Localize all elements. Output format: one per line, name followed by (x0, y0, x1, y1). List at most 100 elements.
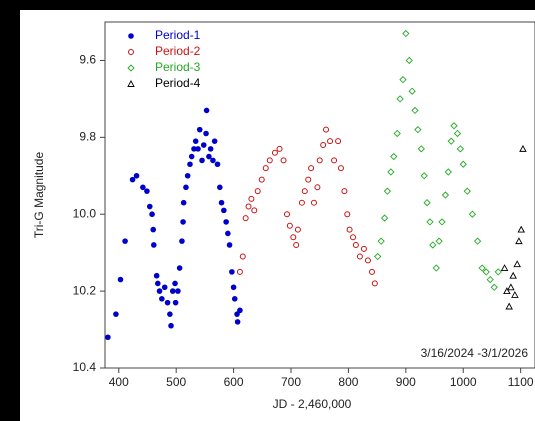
point (341, 188, 348, 195)
point (327, 138, 334, 145)
point (144, 188, 150, 194)
x-tick-label: 500 (166, 375, 186, 389)
point (290, 234, 297, 241)
point (417, 145, 425, 153)
point (494, 268, 502, 276)
legend-label: Period-3 (155, 60, 201, 74)
point (420, 172, 428, 180)
point (262, 165, 269, 172)
point (337, 165, 344, 172)
point (402, 29, 410, 38)
point (482, 268, 490, 276)
y-tick-label: 10.4 (73, 360, 97, 374)
point (234, 319, 241, 325)
legend-label: Period-2 (155, 44, 201, 58)
plot-frame (104, 21, 535, 369)
y-tick-label: 10.2 (73, 283, 97, 297)
point (335, 138, 342, 145)
point (226, 242, 233, 248)
point (509, 271, 517, 279)
point (211, 138, 218, 144)
point (140, 184, 146, 191)
point (242, 215, 249, 222)
point (176, 265, 183, 271)
point (426, 218, 434, 226)
point (156, 288, 163, 294)
point (456, 145, 465, 153)
point (210, 157, 216, 164)
point (217, 184, 223, 191)
point (206, 153, 212, 160)
point (513, 260, 521, 268)
point (383, 187, 392, 195)
point (180, 219, 186, 225)
point (298, 199, 305, 206)
point (192, 138, 199, 144)
y-tick-label: 9.8 (79, 130, 96, 144)
point (441, 191, 450, 199)
point (117, 276, 124, 283)
point (236, 268, 243, 275)
point (234, 311, 240, 317)
point (183, 184, 189, 191)
point (490, 283, 498, 291)
x-tick-label: 400 (109, 375, 129, 389)
point (301, 188, 308, 195)
point (271, 149, 278, 156)
point (105, 334, 111, 341)
point (258, 176, 265, 183)
x-axis-label: JD - 2,460,000 (273, 397, 352, 411)
point (161, 284, 168, 291)
point (380, 214, 389, 222)
point (237, 307, 243, 314)
point (155, 280, 161, 287)
point (459, 160, 467, 168)
point (468, 210, 477, 218)
point (229, 269, 235, 275)
point (447, 137, 455, 145)
point (450, 122, 458, 130)
legend-marker (128, 33, 134, 39)
point (221, 207, 227, 214)
point (374, 252, 382, 261)
point (435, 237, 443, 245)
point (344, 211, 351, 218)
point (129, 176, 136, 183)
x-tick-label: 600 (224, 375, 244, 389)
point (203, 107, 210, 114)
point (231, 296, 238, 302)
point (175, 288, 181, 294)
point (444, 168, 452, 176)
point (399, 76, 407, 84)
point (167, 311, 173, 317)
point (429, 241, 437, 249)
point (245, 203, 252, 210)
point (350, 234, 357, 241)
point (187, 161, 193, 168)
point (188, 153, 195, 160)
point (283, 211, 290, 218)
point (364, 257, 371, 264)
point (314, 184, 321, 191)
point (505, 302, 513, 310)
point (146, 203, 153, 210)
point (371, 280, 378, 287)
point (500, 264, 509, 271)
y-tick-label: 9.6 (79, 53, 96, 67)
point (486, 275, 494, 284)
point (191, 146, 197, 152)
point (387, 168, 395, 176)
point (184, 172, 191, 179)
point (377, 237, 385, 245)
point (113, 311, 119, 317)
point (172, 280, 178, 287)
annotation: 3/16/2024 -3/1/2026 (421, 346, 529, 360)
y-axis-label: Tri-G Magnitude (32, 152, 46, 239)
point (169, 288, 176, 294)
point (276, 145, 283, 152)
point (503, 287, 511, 295)
point (196, 126, 203, 133)
point (230, 284, 237, 291)
point (180, 199, 187, 206)
